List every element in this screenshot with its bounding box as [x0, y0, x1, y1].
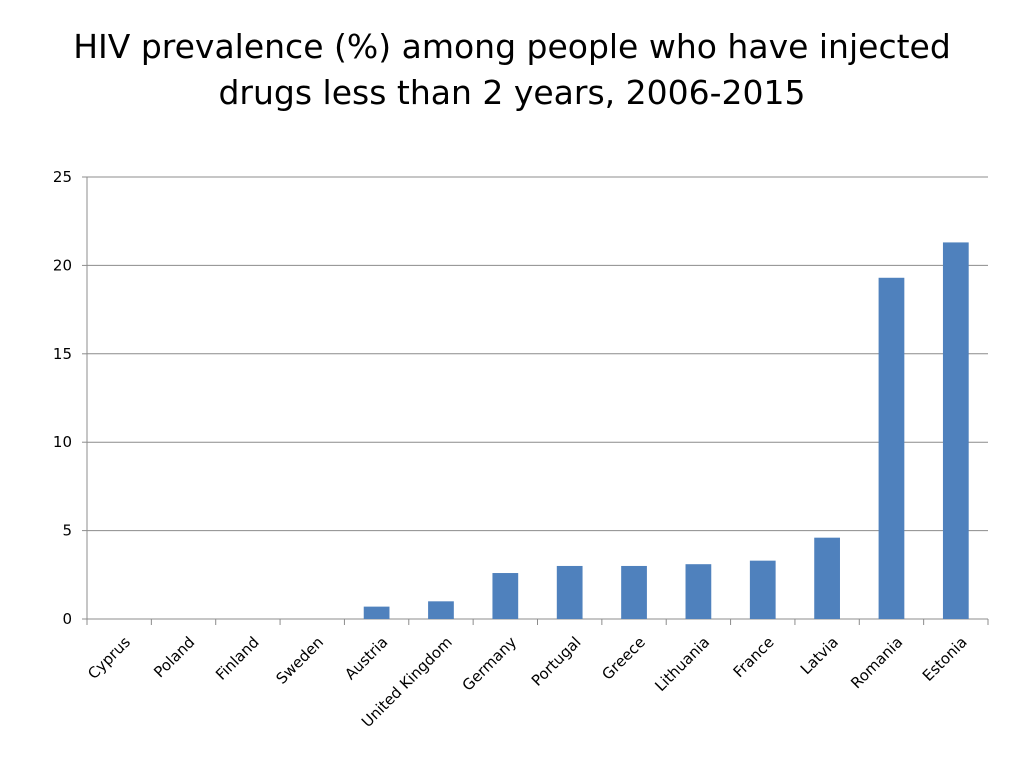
title-line-2: drugs less than 2 years, 2006-2015	[218, 73, 806, 112]
bar-france	[749, 560, 776, 619]
x-tick-label: Poland	[150, 633, 198, 681]
bar-romania	[878, 277, 905, 619]
x-tick-label: Germany	[459, 633, 521, 695]
y-tick-label: 10	[53, 433, 72, 451]
chart-title: HIV prevalence (%) among people who have…	[40, 24, 984, 116]
x-tick-label: Latvia	[797, 633, 842, 678]
y-tick-labels: 0 5 10 15 20 25	[53, 168, 72, 628]
x-tick-label: Sweden	[272, 633, 327, 688]
bar-united-kingdom	[428, 601, 454, 619]
x-tick-label: Lithuania	[651, 633, 713, 695]
x-tick-label: Romania	[847, 633, 906, 692]
y-tick-label: 25	[53, 168, 72, 186]
y-tick-label: 0	[62, 610, 72, 628]
x-tick-label: Portugal	[528, 633, 585, 690]
x-tick-label: Estonia	[919, 633, 971, 685]
bar-latvia	[814, 537, 840, 619]
axes	[82, 176, 989, 625]
title-line-1: HIV prevalence (%) among people who have…	[73, 27, 951, 66]
bar-austria	[363, 606, 390, 619]
x-tick-label: France	[730, 633, 778, 681]
bar-estonia	[942, 242, 969, 619]
gridlines	[87, 176, 988, 532]
x-tick-label: Cyprus	[84, 633, 134, 683]
x-tick-label: Greece	[598, 633, 648, 683]
bar-lithuania	[685, 564, 712, 619]
bars	[363, 242, 969, 619]
x-tick-label: Finland	[212, 633, 263, 684]
bar-portugal	[556, 565, 583, 619]
y-tick-label: 20	[53, 256, 72, 274]
y-tick-label: 15	[53, 345, 72, 363]
bar-germany	[492, 573, 519, 619]
x-tick-label: Austria	[341, 633, 391, 683]
y-tick-label: 5	[62, 522, 72, 540]
bar-greece	[621, 565, 647, 619]
